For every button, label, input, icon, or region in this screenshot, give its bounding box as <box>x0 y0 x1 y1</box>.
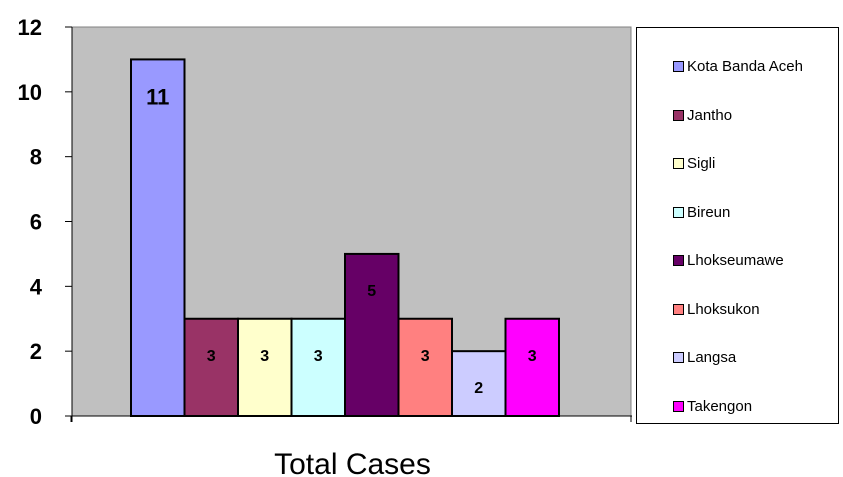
legend-item: Sigli <box>673 155 715 172</box>
bar-data-label: 11 <box>146 84 169 109</box>
legend-swatch <box>673 109 684 121</box>
legend-item: Jantho <box>673 107 732 124</box>
legend-label: Sigli <box>687 155 716 172</box>
bar <box>397 317 453 417</box>
y-tick-label: 0 <box>30 404 42 429</box>
bar-data-label: 3 <box>314 348 323 365</box>
legend-label: Takengon <box>687 397 753 415</box>
legend-label: Jantho <box>687 106 733 124</box>
bar-data-label: 3 <box>528 348 537 365</box>
legend-swatch <box>673 61 684 72</box>
legend-swatch <box>673 303 684 315</box>
bar <box>451 350 507 417</box>
legend-label: Lhokseumawe <box>687 252 784 269</box>
legend-item: Langsa <box>673 349 736 366</box>
legend-label: Bireun <box>687 203 731 221</box>
bar <box>290 317 346 417</box>
legend-swatch <box>673 206 684 218</box>
bar-data-label: 3 <box>421 348 430 365</box>
y-tick-label: 10 <box>18 80 42 105</box>
legend-swatch <box>673 352 684 363</box>
y-tick-label: 4 <box>30 274 43 299</box>
legend-swatch <box>673 255 684 266</box>
x-axis-label: Total Cases <box>274 448 431 477</box>
y-tick-label: 12 <box>18 15 42 40</box>
y-tick-label: 8 <box>30 145 42 170</box>
bar-data-label: 5 <box>367 283 376 300</box>
legend-item: Lhoksukon <box>673 301 760 318</box>
bar-data-label: 3 <box>207 348 216 365</box>
y-tick-label: 2 <box>30 339 42 364</box>
legend-label: Lhoksukon <box>687 300 760 318</box>
legend-item: Bireun <box>673 204 730 221</box>
legend-label: Kota Banda Aceh <box>687 58 803 75</box>
bar-data-label: 2 <box>474 380 483 397</box>
bar <box>130 58 186 418</box>
legend-item: Lhokseumawe <box>673 252 784 269</box>
bar <box>344 252 400 417</box>
bar-data-label: 3 <box>260 348 269 365</box>
bar <box>183 317 239 417</box>
legend-item: Kota Banda Aceh <box>673 58 803 75</box>
legend-swatch <box>673 400 684 412</box>
legend-item: Takengon <box>673 398 752 415</box>
y-tick-label: 6 <box>30 210 42 235</box>
legend-swatch <box>673 158 684 169</box>
bar <box>237 317 293 417</box>
chart-legend: Kota Banda Aceh Jantho Sigli Bireun Lhokseum… <box>636 27 839 424</box>
bar <box>504 317 560 417</box>
legend-label: Langsa <box>687 349 737 366</box>
